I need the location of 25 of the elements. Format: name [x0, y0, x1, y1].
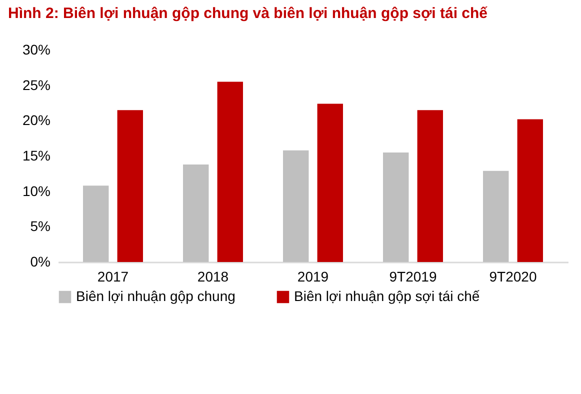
x-tick-label: 2018 — [197, 268, 229, 284]
bar — [417, 110, 443, 262]
x-tick-label: 2019 — [297, 268, 329, 284]
y-tick-label: 10% — [22, 182, 50, 199]
chart-title: Hình 2: Biên lợi nhuận gộp chung và biên lợi nhuận gộp sợi tái chế — [8, 5, 488, 22]
bar — [517, 119, 543, 262]
y-tick-label: 25% — [22, 76, 50, 93]
x-tick-label: 9T2019 — [389, 268, 437, 284]
bar — [383, 152, 409, 262]
bar — [317, 104, 343, 262]
bar — [83, 186, 109, 262]
y-tick-label: 5% — [30, 218, 50, 234]
y-tick-label: 30% — [22, 42, 50, 58]
legend-label: Biên lợi nhuận gộp sợi tái chế — [294, 288, 480, 304]
y-tick-label: 15% — [22, 148, 50, 164]
bar — [117, 110, 143, 262]
bar — [217, 82, 243, 262]
y-tick-label: 0% — [30, 254, 50, 270]
bar — [283, 150, 309, 262]
x-tick-label: 9T2020 — [489, 268, 537, 284]
legend-label: Biên lợi nhuận gộp chung — [76, 288, 236, 304]
bar — [483, 170, 509, 262]
y-tick-label: 20% — [22, 112, 50, 128]
bar — [183, 164, 209, 262]
x-tick-label: 2017 — [97, 268, 129, 284]
